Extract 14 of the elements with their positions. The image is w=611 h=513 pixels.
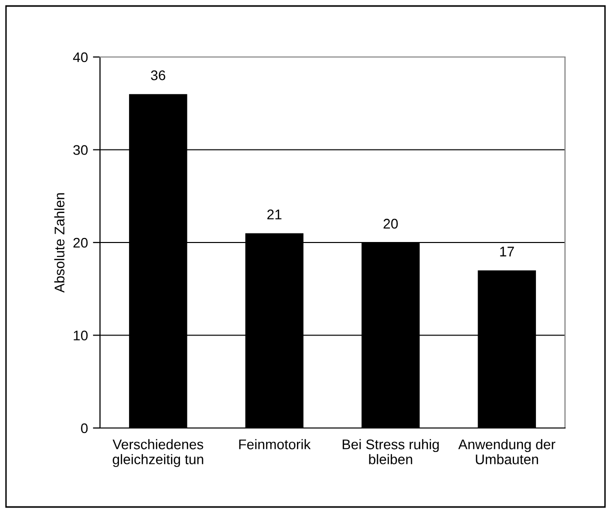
data-label: 20 [384,218,398,229]
x-tick-label: Anwendung der Umbauten [458,439,556,464]
data-label: 17 [500,246,514,256]
y-tick-label: 40 [73,52,88,62]
y-tick-label: 10 [74,330,88,340]
y-tick-label: 30 [73,145,88,155]
x-tick-label: Feinmotorik [239,439,311,450]
data-label: 36 [150,70,166,80]
y-tick-label: 20 [73,238,88,248]
data-label: 21 [267,210,282,220]
y-axis-title: Absolute Zahlen [54,193,64,293]
y-tick-label: 0 [81,423,88,434]
x-tick-label: Bei Stress ruhig bleiben [342,439,439,464]
x-tick-label: Verschiedenes gleichzeitig tun [112,439,204,468]
